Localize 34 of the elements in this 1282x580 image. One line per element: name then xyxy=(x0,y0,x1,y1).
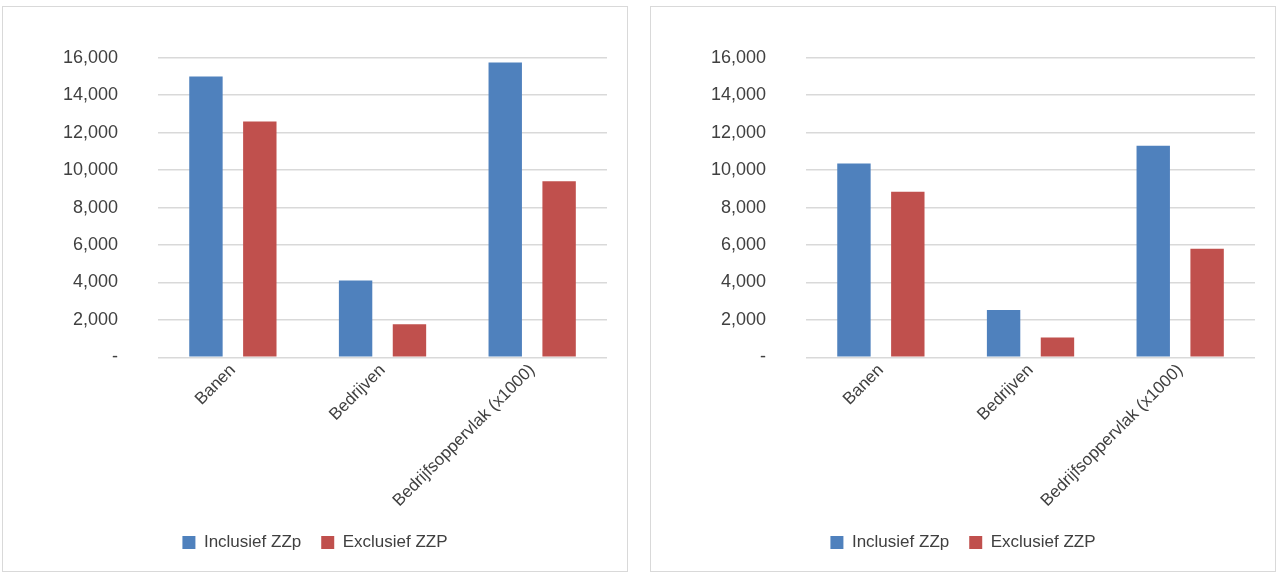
y-tick-label: 4,000 xyxy=(73,271,119,292)
y-tick-label: 12,000 xyxy=(710,121,767,142)
legend-label: Inclusief ZZp xyxy=(851,532,950,552)
y-tick-label: 4,000 xyxy=(721,271,767,292)
bar xyxy=(1136,145,1170,357)
y-tick-label: 12,000 xyxy=(62,121,119,142)
bar xyxy=(986,309,1021,357)
bar xyxy=(392,324,427,357)
legend-label: Exclusief ZZP xyxy=(342,532,448,552)
bar xyxy=(891,191,925,357)
bar xyxy=(488,62,522,357)
y-tick-label: 16,000 xyxy=(62,46,119,67)
y-tick-label: 2,000 xyxy=(73,308,119,329)
bar xyxy=(837,163,871,357)
y-tick-label: - xyxy=(112,346,119,367)
y-tick-label: 6,000 xyxy=(721,233,767,254)
y-tick-label: 6,000 xyxy=(73,233,119,254)
legend-label: Inclusief ZZp xyxy=(203,532,302,552)
y-tick-label: 16,000 xyxy=(710,46,767,67)
y-tick-label: - xyxy=(760,346,767,367)
bar xyxy=(1190,248,1224,357)
y-tick-label: 8,000 xyxy=(73,196,119,217)
bar xyxy=(243,121,277,357)
y-tick-label: 10,000 xyxy=(62,159,119,180)
legend-label: Exclusief ZZP xyxy=(990,532,1096,552)
y-tick-label: 14,000 xyxy=(62,84,119,105)
y-tick-label: 14,000 xyxy=(710,84,767,105)
bar xyxy=(1040,337,1075,357)
y-tick-label: 2,000 xyxy=(721,308,767,329)
bar xyxy=(189,76,223,357)
y-tick-label: 8,000 xyxy=(721,196,767,217)
y-tick-label: 10,000 xyxy=(710,159,767,180)
bar xyxy=(338,280,373,357)
bar xyxy=(542,181,576,357)
